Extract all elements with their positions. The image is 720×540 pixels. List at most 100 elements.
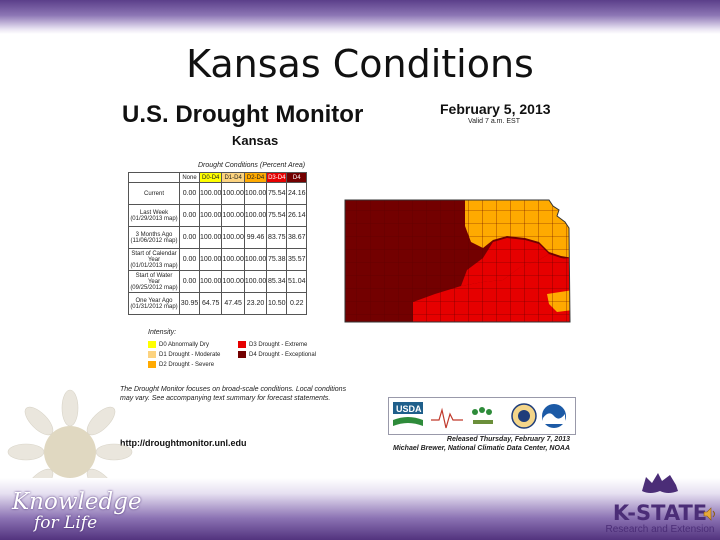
table-cell: 83.75 xyxy=(266,226,288,249)
knowledge-for-life-logo: Knowledge for Life xyxy=(12,490,142,532)
monitor-valid-time: Valid 7 a.m. EST xyxy=(468,118,521,125)
table-cell: 100.00 xyxy=(221,204,245,227)
noaa-bird-icon xyxy=(543,413,565,424)
monitor-state: Kansas xyxy=(232,133,279,148)
legend-label: D1 Drought - Moderate xyxy=(159,352,221,359)
legend-swatch xyxy=(238,351,246,358)
legend-item: D4 Drought - Exceptional xyxy=(238,351,316,358)
table-caption: Drought Conditions (Percent Area) xyxy=(198,162,306,169)
bottom-gradient-band xyxy=(0,478,720,540)
drought-center-wave-icon xyxy=(431,407,463,429)
row-label-cell: One Year Ago (01/31/2012 map) xyxy=(128,292,180,315)
table-cell: 0.00 xyxy=(179,204,200,227)
drought-table: None D0-D4 D1-D4 D2-D4 D3-D4 D4 Current 0… xyxy=(128,172,308,315)
table-body: Current 0.00 100.00 100.00 100.00 75.54 24.16 L… xyxy=(128,182,308,315)
table-cell: 100.00 xyxy=(221,270,245,293)
kansas-outline xyxy=(344,199,571,323)
released-date: Released Thursday, February 7, 2013 xyxy=(446,436,570,443)
monitor-note: The Drought Monitor focuses on broad-sca… xyxy=(120,386,347,402)
legend-label: D4 Drought - Exceptional xyxy=(249,352,317,359)
monitor-date: February 5, 2013 xyxy=(440,101,551,117)
row-label: One Year Ago xyxy=(135,297,173,304)
legend-swatch xyxy=(148,341,156,348)
table-cell: 100.00 xyxy=(243,182,268,205)
table-cell: 0.00 xyxy=(179,182,200,205)
released-author: Michael Brewer, National Climatic Data C… xyxy=(393,445,570,452)
wildcat-icon xyxy=(642,473,678,493)
intensity-legend: Intensity: D0 Abnormally Dry D1 Drought … xyxy=(148,329,388,379)
row-label-cell: Current xyxy=(128,182,180,205)
legend-item: D0 Abnormally Dry xyxy=(148,341,209,348)
table-corner xyxy=(128,172,180,183)
kansas-drought-map xyxy=(344,199,571,323)
usda-logo-mark xyxy=(393,402,423,414)
table-cell: 75.54 xyxy=(266,204,288,227)
row-label: Start of Calendar Year xyxy=(131,250,177,263)
table-cell: 51.04 xyxy=(286,270,308,293)
legend-swatch xyxy=(148,351,156,358)
table-cell: 35.57 xyxy=(286,248,308,271)
legend-label: D2 Drought - Severe xyxy=(159,362,215,369)
table-cell: 100.00 xyxy=(198,248,223,271)
kfl-line2: for Life xyxy=(34,513,98,533)
row-label: Current xyxy=(143,190,164,197)
row-label-cell: Start of Water Year (09/25/2012 map) xyxy=(128,270,180,293)
table-cell: 30.95 xyxy=(179,292,200,315)
table-cell: 100.00 xyxy=(198,204,223,227)
legend-title: Intensity: xyxy=(148,329,177,336)
table-cell: 100.00 xyxy=(198,182,223,205)
col-header: D0-D4 xyxy=(198,172,223,183)
table-header-row: None D0-D4 D1-D4 D2-D4 D3-D4 D4 xyxy=(128,172,308,183)
table-cell: 100.00 xyxy=(221,226,245,249)
tree-icon xyxy=(479,407,485,413)
table-cell: 100.00 xyxy=(243,204,268,227)
table-row: 3 Months Ago (11/06/2012 map) 0.00 100.00 10… xyxy=(128,226,308,249)
col-header: D2-D4 xyxy=(243,172,268,183)
drought-monitor-image: U.S. Drought Monitor February 5, 2013 Va… xyxy=(108,95,584,458)
table-cell: 24.16 xyxy=(286,182,308,205)
map-regions xyxy=(345,200,570,322)
row-map-date: (01/01/2013 map) xyxy=(130,262,178,269)
kstate-logo: K-STATE Research and Extension xyxy=(604,467,716,535)
tree-icon xyxy=(486,409,492,415)
legend-label: D3 Drought - Extreme xyxy=(249,342,308,349)
legend-item: D1 Drought - Moderate xyxy=(148,351,220,358)
table-cell: 85.34 xyxy=(266,270,288,293)
doi-seal-center xyxy=(518,410,530,422)
col-header: None xyxy=(179,172,200,183)
table-row: One Year Ago (01/31/2012 map) 30.95 64.75 47… xyxy=(128,292,308,315)
table-cell: 100.00 xyxy=(198,270,223,293)
row-label: Last Week xyxy=(139,209,169,216)
row-map-date: (01/31/2012 map) xyxy=(130,303,178,310)
speaker-icon[interactable] xyxy=(703,507,717,521)
monitor-url[interactable]: http://droughtmonitor.unl.edu xyxy=(120,438,247,448)
row-map-date: (09/25/2012 map) xyxy=(130,284,178,291)
table-row: Current 0.00 100.00 100.00 100.00 75.54 24.16 xyxy=(128,182,308,205)
legend-swatch xyxy=(148,361,156,368)
table-cell: 0.00 xyxy=(179,226,200,249)
row-map-date: (11/06/2012 map) xyxy=(130,237,178,244)
table-cell: 100.00 xyxy=(243,248,268,271)
monitor-title: U.S. Drought Monitor xyxy=(122,101,364,128)
table-cell: 75.38 xyxy=(266,248,288,271)
table-cell: 75.54 xyxy=(266,182,288,205)
col-header: D3-D4 xyxy=(266,172,288,183)
row-map-date: (01/29/2013 map) xyxy=(130,215,178,222)
table-cell: 100.00 xyxy=(221,182,245,205)
table-cell: 26.14 xyxy=(286,204,308,227)
county-grid xyxy=(345,200,570,322)
table-row: Start of Calendar Year (01/01/2013 map) 0.… xyxy=(128,248,308,271)
ndmc-logo-base xyxy=(473,420,493,424)
table-cell: 47.45 xyxy=(221,292,245,315)
col-header: D1-D4 xyxy=(221,172,245,183)
row-label-cell: Last Week (01/29/2013 map) xyxy=(128,204,180,227)
table-cell: 0.00 xyxy=(179,248,200,271)
kstate-sub: Research and Extension xyxy=(605,524,715,535)
legend-item: D3 Drought - Extreme xyxy=(238,341,307,348)
table-cell: 10.50 xyxy=(266,292,288,315)
logo-strip: USDA xyxy=(393,402,566,429)
sunflower-center xyxy=(44,426,96,478)
row-label: 3 Months Ago xyxy=(135,231,173,238)
table-cell: 64.75 xyxy=(198,292,223,315)
table-cell: 23.20 xyxy=(243,292,268,315)
